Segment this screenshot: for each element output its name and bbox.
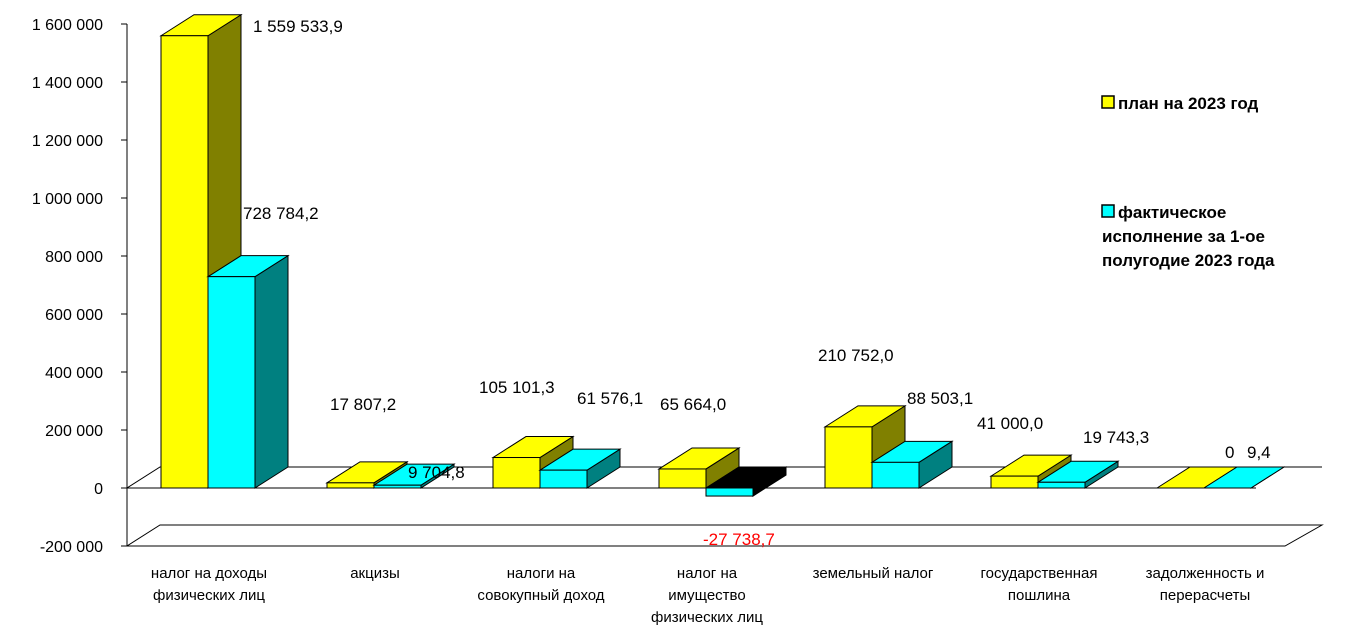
x-tick-label: физических лиц (153, 587, 265, 604)
y-tick-label: 0 (94, 481, 103, 498)
data-label: 9,4 (1247, 443, 1271, 462)
y-tick-label: 1 400 000 (32, 75, 103, 92)
bar (871, 461, 920, 489)
y-tick-label: 600 000 (45, 307, 103, 324)
y-tick-label: 1 200 000 (32, 133, 103, 150)
x-tick-label: имущество (668, 587, 745, 604)
bar (658, 468, 707, 489)
data-label: 210 752,0 (818, 346, 894, 365)
data-label: 19 743,3 (1083, 428, 1149, 447)
bar (326, 482, 375, 489)
bar-top (1202, 466, 1286, 489)
data-label: -27 738,7 (703, 530, 775, 549)
bar (207, 276, 256, 489)
y-tick-label: 800 000 (45, 249, 103, 266)
x-tick-label: пошлина (1008, 587, 1071, 604)
y-tick-label: 200 000 (45, 423, 103, 440)
bar (492, 457, 541, 489)
legend-label: план на 2023 год (1118, 94, 1259, 113)
legend-swatch (1101, 95, 1115, 109)
bar-side (254, 254, 289, 489)
x-tick-label: земельный налог (813, 565, 934, 582)
data-label: 61 576,1 (577, 389, 643, 408)
bar (990, 475, 1039, 489)
x-tick-label: совокупный доход (477, 587, 604, 604)
data-label: 0 (1225, 443, 1234, 462)
y-tick-label: -200 000 (40, 539, 103, 556)
data-label: 728 784,2 (243, 204, 319, 223)
x-tick-label: задолженность и (1146, 565, 1265, 582)
x-tick-label: физических лиц (651, 609, 763, 626)
bar (539, 469, 588, 489)
legend-label: фактическое (1118, 203, 1226, 222)
y-tick-label: 400 000 (45, 365, 103, 382)
bar (1037, 481, 1086, 489)
data-label: 105 101,3 (479, 378, 555, 397)
data-label: 65 664,0 (660, 395, 726, 414)
bar (705, 487, 754, 497)
bar (824, 426, 873, 489)
legend-label: полугодие 2023 года (1102, 251, 1275, 270)
bottom-plane (125, 524, 1324, 547)
y-tick-label: 1 000 000 (32, 191, 103, 208)
legend-swatch (1101, 204, 1115, 218)
x-tick-label: акцизы (350, 565, 400, 582)
x-tick-label: налог на (677, 565, 738, 582)
data-label: 88 503,1 (907, 389, 973, 408)
x-tick-label: перерасчеты (1160, 587, 1250, 604)
bar (160, 35, 209, 489)
x-tick-label: государственная (981, 565, 1098, 582)
x-tick-label: налог на доходы (151, 565, 267, 582)
data-label: 17 807,2 (330, 395, 396, 414)
data-label: 41 000,0 (977, 414, 1043, 433)
x-tick-label: налоги на (507, 565, 576, 582)
data-label: 9 704,8 (408, 463, 465, 482)
bar (373, 484, 422, 489)
data-label: 1 559 533,9 (253, 17, 343, 36)
y-tick-label: 1 600 000 (32, 17, 103, 34)
legend-label: исполнение за 1-ое (1102, 227, 1265, 246)
